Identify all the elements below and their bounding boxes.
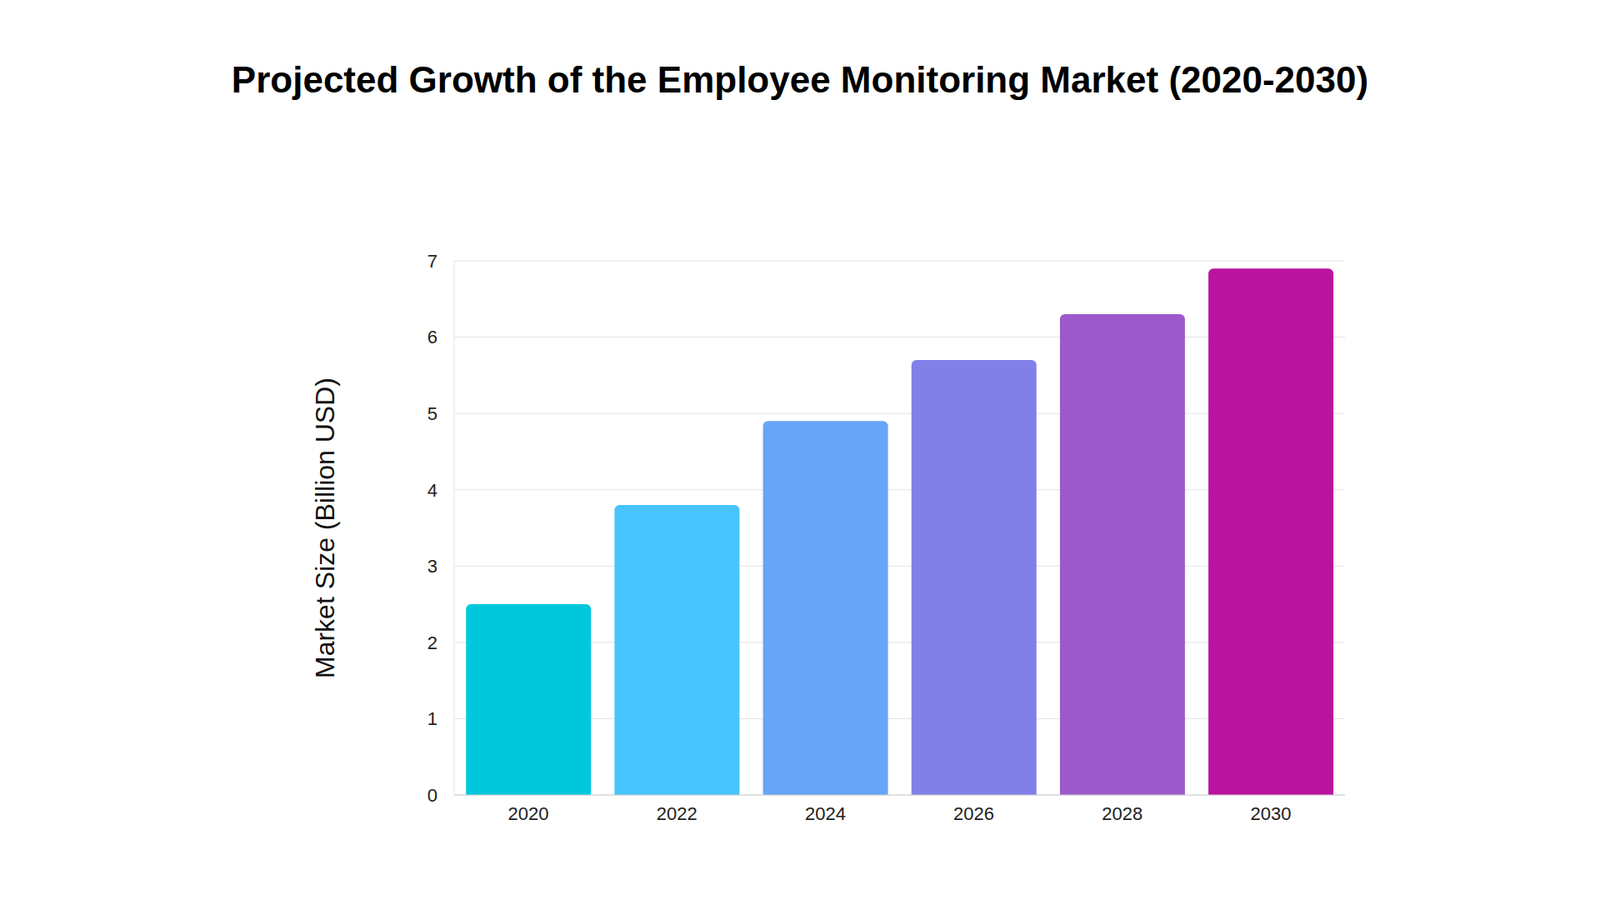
svg-text:5: 5 <box>427 403 438 425</box>
svg-text:2028: 2028 <box>1101 803 1143 825</box>
svg-text:2: 2 <box>427 632 438 654</box>
svg-text:3: 3 <box>427 555 438 577</box>
svg-text:2022: 2022 <box>656 803 698 825</box>
svg-text:6: 6 <box>427 326 438 348</box>
svg-text:4: 4 <box>427 480 438 501</box>
svg-text:7: 7 <box>427 250 438 272</box>
svg-text:0: 0 <box>427 785 438 806</box>
svg-text:2020: 2020 <box>508 803 550 825</box>
html-text:Projected Growth of the Employ: Projected Growth of the Employee Monitor… <box>231 59 1369 100</box>
svg-text:Market Size (Billion USD): Market Size (Billion USD) <box>310 377 340 679</box>
svg-text:2024: 2024 <box>805 803 846 825</box>
svg-text:1: 1 <box>427 708 438 730</box>
svg-text:2026: 2026 <box>953 803 995 825</box>
svg-text:2030: 2030 <box>1250 803 1291 825</box>
